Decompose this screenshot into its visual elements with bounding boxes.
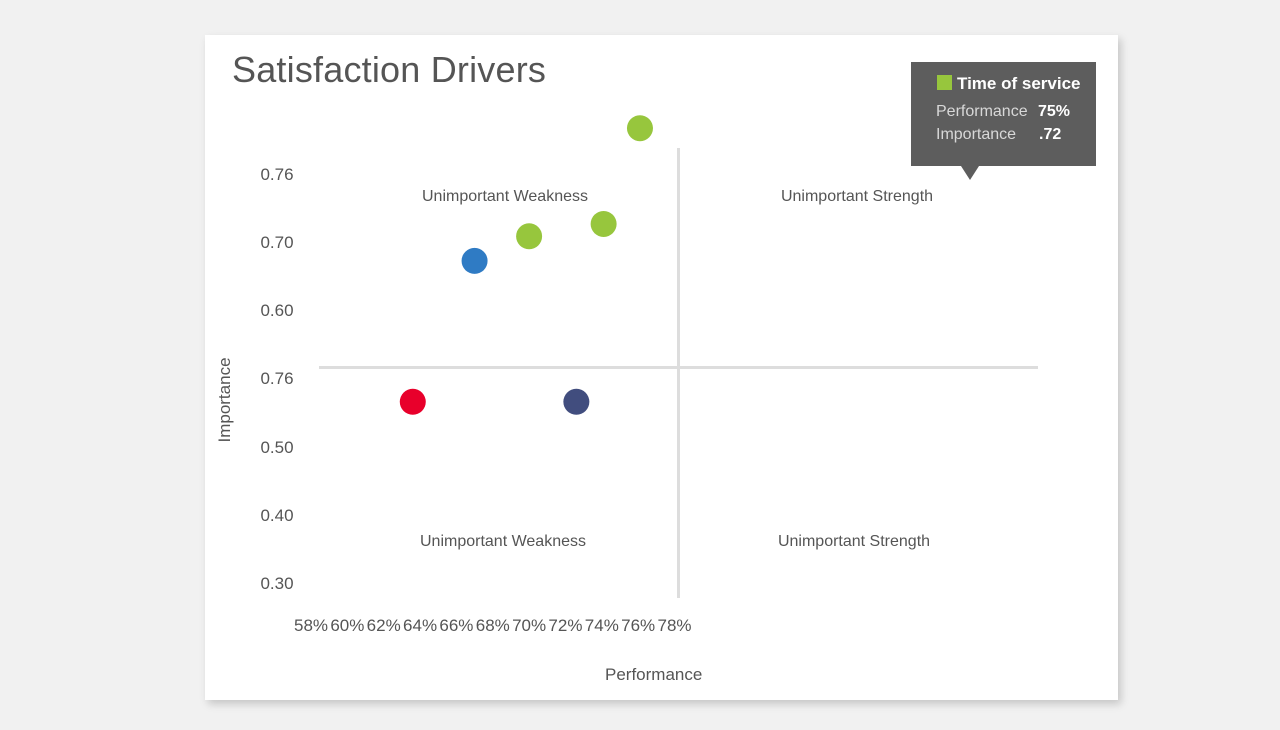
chart-card: Satisfaction Drivers Unimportant Weaknes… bbox=[205, 35, 1118, 700]
data-point[interactable] bbox=[399, 388, 426, 415]
data-point[interactable] bbox=[626, 115, 653, 142]
quadrant-label-bottom-right: Unimportant Strength bbox=[777, 533, 931, 550]
data-tooltip: Time of service Performance 75% Importan… bbox=[911, 62, 1096, 180]
quadrant-vertical-divider bbox=[677, 148, 680, 598]
y-tick-label: 0.76 bbox=[260, 369, 294, 389]
y-tick-label: 0.30 bbox=[260, 574, 294, 594]
x-tick-label: 74% bbox=[584, 616, 619, 635]
tooltip-legend-swatch bbox=[937, 75, 952, 90]
tooltip-title: Time of service bbox=[957, 74, 1081, 93]
x-tick-label: 72% bbox=[548, 616, 583, 635]
x-tick-label: 66% bbox=[439, 616, 474, 635]
y-tick-label: 0.76 bbox=[260, 165, 294, 184]
data-point[interactable] bbox=[563, 388, 590, 415]
x-axis-title: Performance bbox=[605, 665, 703, 684]
quadrant-label-top-right: Unimportant Strength bbox=[780, 188, 934, 205]
x-tick-label: 68% bbox=[475, 616, 510, 635]
tooltip-importance-value: .72 bbox=[1039, 126, 1062, 143]
x-tick-label: 70% bbox=[512, 616, 547, 635]
x-tick-label: 60% bbox=[330, 616, 365, 635]
x-tick-label: 78% bbox=[657, 616, 692, 635]
tooltip-importance-label: Importance bbox=[936, 126, 1017, 143]
x-tick-label: 76% bbox=[621, 616, 656, 635]
x-tick-label: 62% bbox=[366, 616, 401, 635]
data-point[interactable] bbox=[590, 210, 617, 237]
x-tick-label: 58% bbox=[293, 616, 329, 635]
y-tick-label: 0.70 bbox=[260, 233, 294, 253]
quadrant-label-top-left: Unimportant Weakness bbox=[422, 188, 588, 205]
chart-title: Satisfaction Drivers bbox=[232, 49, 547, 90]
tooltip-performance-value: 75% bbox=[1038, 103, 1071, 120]
quadrant-horizontal-divider bbox=[319, 366, 1038, 369]
quadrant-label-bottom-left: Unimportant Weakness bbox=[420, 533, 586, 550]
y-tick-label: 0.50 bbox=[260, 437, 294, 457]
scatter-plot-area bbox=[399, 115, 653, 415]
data-point[interactable] bbox=[516, 223, 543, 250]
y-tick-label: 0.60 bbox=[260, 300, 294, 320]
tooltip-performance-label: Performance bbox=[936, 103, 1028, 120]
data-point[interactable] bbox=[461, 247, 488, 274]
x-tick-label: 64% bbox=[403, 616, 438, 635]
y-tick-label: 0.40 bbox=[260, 506, 294, 525]
